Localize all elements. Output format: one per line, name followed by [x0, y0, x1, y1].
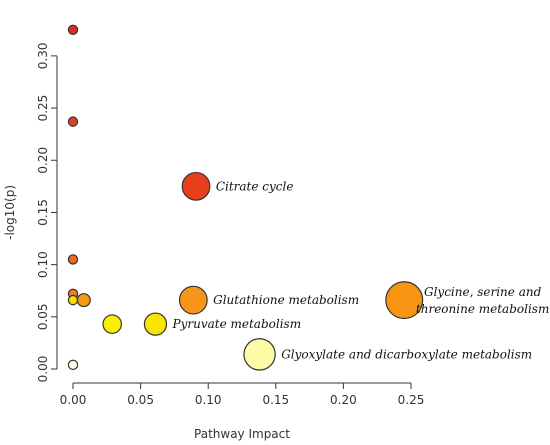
y-axis-label: -log10(p): [3, 185, 17, 240]
annotations: Citrate cycle Glutathione metabolism Glyci…: [172, 179, 550, 361]
point-annotation: threonine metabolism: [416, 302, 549, 316]
axes: 0.00 0.05 0.10 0.15 0.20 0.25 0.00 0.05 0.10 0.15…: [36, 43, 424, 407]
y-tick-label: 0.10: [36, 251, 50, 278]
y-tick-label: 0.20: [36, 147, 50, 174]
point-annotation: Citrate cycle: [216, 179, 294, 193]
y-tick-label: 0.00: [36, 356, 50, 383]
data-points: [67, 24, 424, 371]
data-point: [385, 281, 424, 320]
data-point: [178, 285, 208, 315]
point-annotation: Glyoxylate and dicarboxylate metabolism: [281, 347, 532, 361]
y-tick-label: 0.15: [36, 199, 50, 226]
point-annotation: Glutathione metabolism: [213, 293, 359, 307]
data-point: [67, 254, 79, 265]
x-tick-label: 0.25: [398, 393, 425, 407]
x-tick-label: 0.10: [195, 393, 222, 407]
data-point: [243, 338, 276, 371]
data-point: [67, 116, 79, 127]
data-point: [67, 359, 79, 371]
x-tick-label: 0.00: [60, 393, 87, 407]
y-tick-label: 0.05: [36, 303, 50, 330]
point-annotation: Pyruvate metabolism: [172, 317, 302, 331]
data-point: [76, 293, 91, 308]
y-tick-label: 0.25: [36, 95, 50, 122]
data-point: [67, 294, 79, 306]
x-axis-label: Pathway Impact: [194, 427, 290, 441]
x-tick-label: 0.15: [262, 393, 289, 407]
data-point: [143, 312, 168, 336]
point-annotation: Glycine, serine and: [424, 285, 542, 299]
x-tick-label: 0.05: [127, 393, 154, 407]
data-point: [181, 171, 211, 201]
data-point: [67, 24, 79, 35]
x-tick-label: 0.20: [330, 393, 357, 407]
y-tick-label: 0.30: [36, 43, 50, 70]
data-point: [102, 314, 123, 334]
